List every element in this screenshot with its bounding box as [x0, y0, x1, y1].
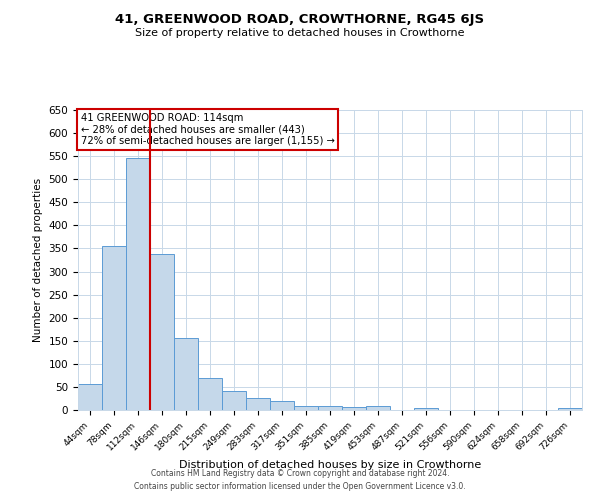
Text: Contains public sector information licensed under the Open Government Licence v3: Contains public sector information licen…	[134, 482, 466, 491]
Bar	[558, 408, 582, 410]
Bar	[366, 406, 390, 410]
Bar	[174, 338, 198, 410]
Bar	[318, 406, 342, 410]
Bar	[414, 408, 438, 410]
Bar	[294, 406, 318, 410]
Bar	[270, 401, 294, 410]
Bar	[246, 398, 270, 410]
Bar	[222, 390, 246, 410]
Bar	[198, 378, 222, 410]
Bar	[126, 158, 150, 410]
Bar	[102, 246, 126, 410]
Bar	[342, 407, 366, 410]
Text: 41, GREENWOOD ROAD, CROWTHORNE, RG45 6JS: 41, GREENWOOD ROAD, CROWTHORNE, RG45 6JS	[115, 12, 485, 26]
Bar	[150, 254, 174, 410]
Text: Size of property relative to detached houses in Crowthorne: Size of property relative to detached ho…	[135, 28, 465, 38]
X-axis label: Distribution of detached houses by size in Crowthorne: Distribution of detached houses by size …	[179, 460, 481, 470]
Bar	[78, 384, 102, 410]
Text: Contains HM Land Registry data © Crown copyright and database right 2024.: Contains HM Land Registry data © Crown c…	[151, 468, 449, 477]
Y-axis label: Number of detached properties: Number of detached properties	[33, 178, 43, 342]
Text: 41 GREENWOOD ROAD: 114sqm
← 28% of detached houses are smaller (443)
72% of semi: 41 GREENWOOD ROAD: 114sqm ← 28% of detac…	[80, 113, 334, 146]
